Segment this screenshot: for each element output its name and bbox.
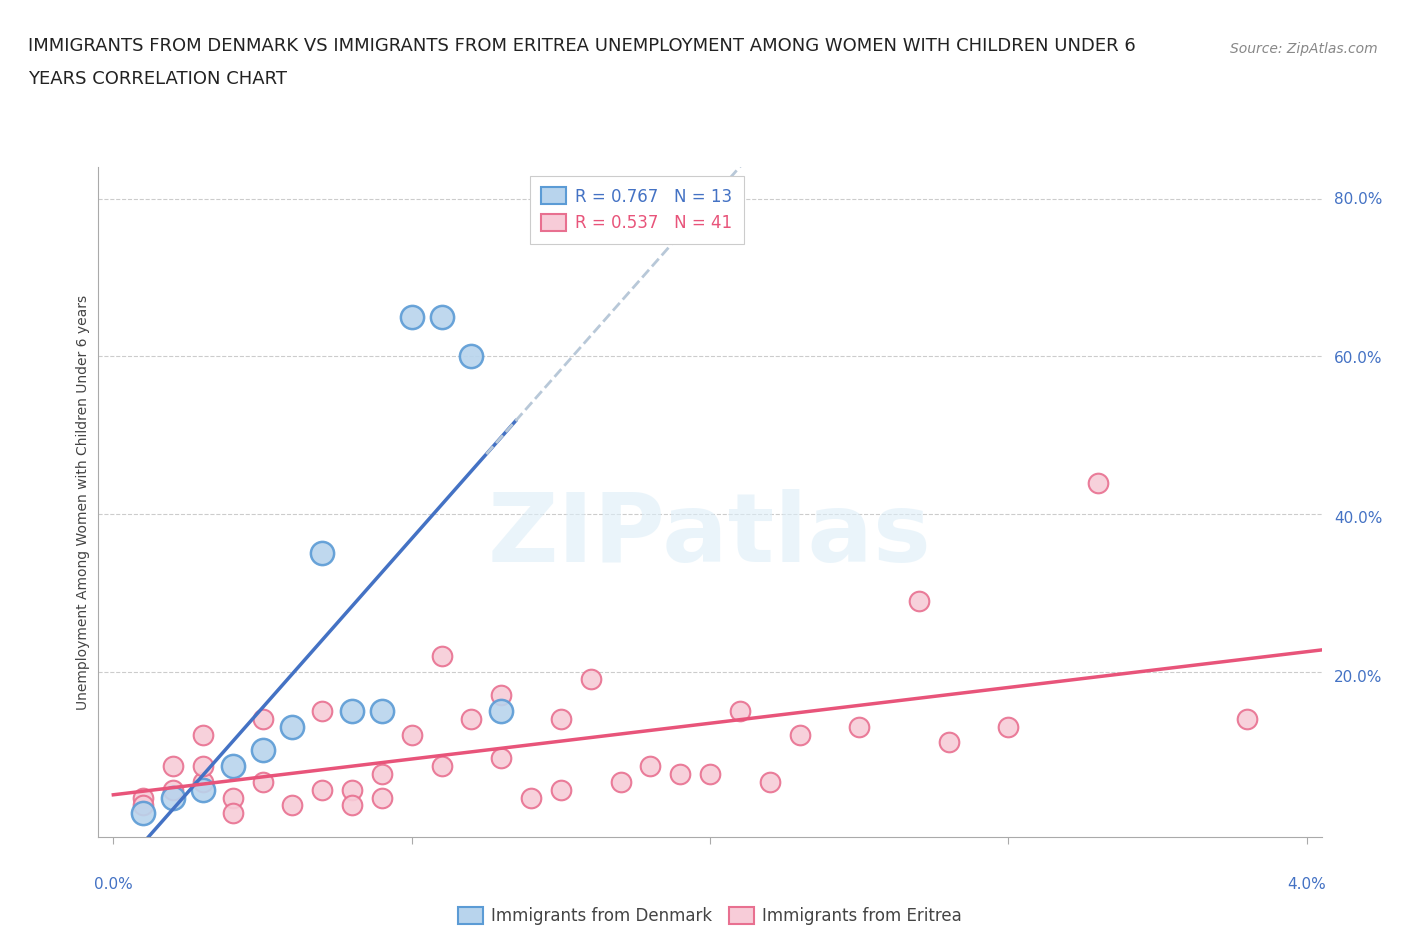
Point bbox=[1087, 475, 1109, 490]
Point bbox=[281, 719, 304, 734]
Point bbox=[132, 806, 155, 821]
Point bbox=[460, 349, 482, 364]
Point bbox=[640, 759, 662, 774]
Legend: Immigrants from Denmark, Immigrants from Eritrea: Immigrants from Denmark, Immigrants from… bbox=[450, 899, 970, 930]
Point bbox=[221, 759, 243, 774]
Point bbox=[579, 672, 602, 687]
Point bbox=[221, 790, 243, 805]
Point bbox=[311, 703, 333, 718]
Text: 0.0%: 0.0% bbox=[94, 877, 132, 892]
Point bbox=[191, 759, 214, 774]
Text: IMMIGRANTS FROM DENMARK VS IMMIGRANTS FROM ERITREA UNEMPLOYMENT AMONG WOMEN WITH: IMMIGRANTS FROM DENMARK VS IMMIGRANTS FR… bbox=[28, 37, 1136, 55]
Point bbox=[758, 775, 780, 790]
Point bbox=[908, 593, 931, 608]
Point bbox=[997, 719, 1019, 734]
Point bbox=[132, 790, 155, 805]
Point bbox=[162, 759, 184, 774]
Point bbox=[460, 711, 482, 726]
Point bbox=[938, 735, 960, 750]
Point bbox=[252, 743, 274, 758]
Point bbox=[848, 719, 870, 734]
Point bbox=[371, 703, 394, 718]
Point bbox=[252, 775, 274, 790]
Point bbox=[191, 775, 214, 790]
Point bbox=[430, 648, 453, 663]
Point bbox=[789, 727, 811, 742]
Point bbox=[1236, 711, 1258, 726]
Y-axis label: Unemployment Among Women with Children Under 6 years: Unemployment Among Women with Children U… bbox=[76, 295, 90, 710]
Point bbox=[489, 703, 512, 718]
Point bbox=[252, 711, 274, 726]
Point bbox=[430, 759, 453, 774]
Text: 40.0%: 40.0% bbox=[1334, 511, 1382, 525]
Point bbox=[281, 798, 304, 813]
Text: 80.0%: 80.0% bbox=[1334, 192, 1382, 206]
Point bbox=[221, 806, 243, 821]
Point bbox=[489, 751, 512, 765]
Text: 20.0%: 20.0% bbox=[1334, 671, 1382, 685]
Point bbox=[191, 782, 214, 797]
Point bbox=[520, 790, 543, 805]
Point bbox=[430, 310, 453, 325]
Text: Source: ZipAtlas.com: Source: ZipAtlas.com bbox=[1230, 42, 1378, 56]
Point bbox=[401, 310, 423, 325]
Point bbox=[162, 790, 184, 805]
Point bbox=[132, 798, 155, 813]
Point bbox=[162, 782, 184, 797]
Text: YEARS CORRELATION CHART: YEARS CORRELATION CHART bbox=[28, 70, 287, 87]
Point bbox=[489, 688, 512, 703]
Text: ZIPatlas: ZIPatlas bbox=[488, 489, 932, 582]
Point bbox=[311, 546, 333, 561]
Point bbox=[371, 790, 394, 805]
Point bbox=[340, 782, 363, 797]
Point bbox=[550, 711, 572, 726]
Point bbox=[728, 703, 751, 718]
Point bbox=[340, 703, 363, 718]
Point bbox=[340, 798, 363, 813]
Point bbox=[191, 727, 214, 742]
Point bbox=[699, 766, 721, 781]
Point bbox=[550, 782, 572, 797]
Point bbox=[669, 766, 692, 781]
Point bbox=[401, 727, 423, 742]
Point bbox=[311, 782, 333, 797]
Point bbox=[609, 775, 631, 790]
Text: 4.0%: 4.0% bbox=[1288, 877, 1326, 892]
Point bbox=[371, 766, 394, 781]
Text: 60.0%: 60.0% bbox=[1334, 352, 1382, 366]
